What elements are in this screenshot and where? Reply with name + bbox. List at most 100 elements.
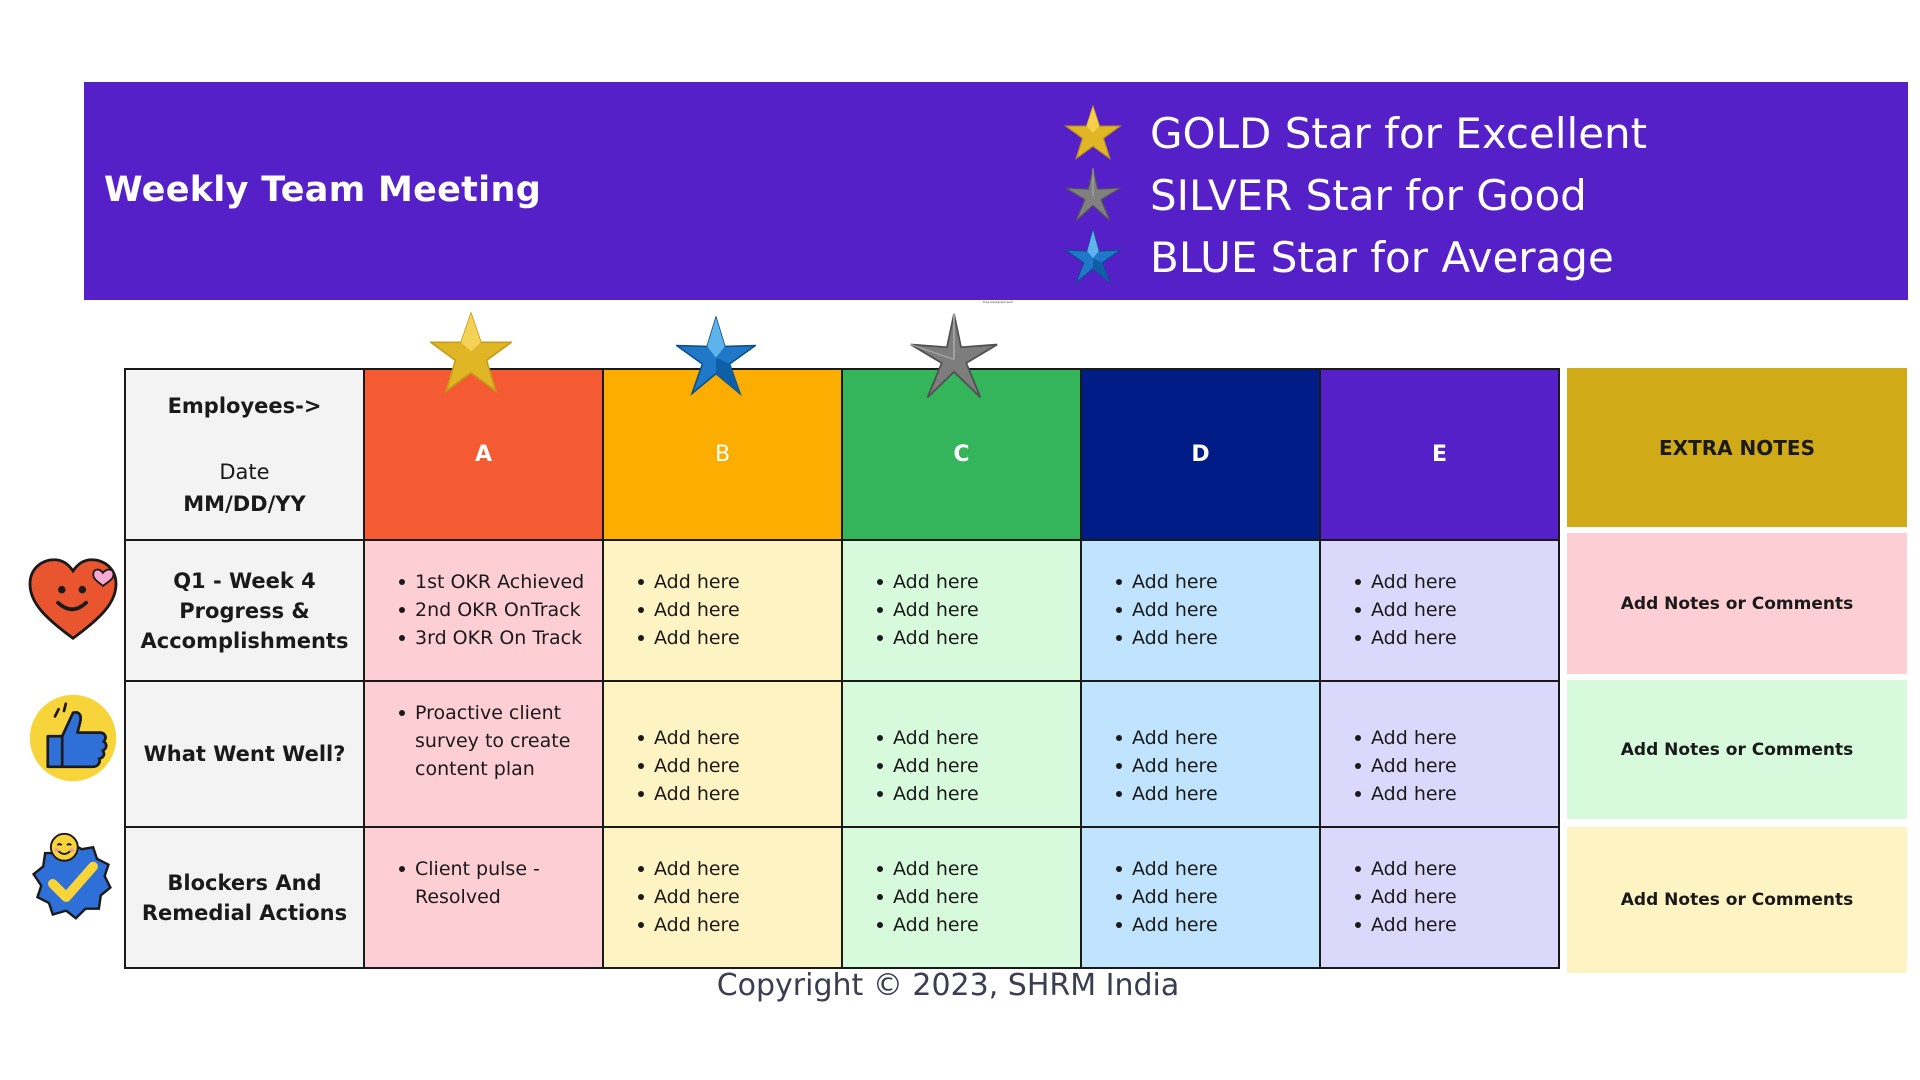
extra-notes-cell[interactable]: Add Notes or Comments <box>1567 533 1907 674</box>
extra-notes-cell[interactable]: Add Notes or Comments <box>1567 680 1907 819</box>
table-cell: Add here Add here Add here <box>1321 541 1560 682</box>
list-item: Add here <box>1355 883 1550 911</box>
list-item: Add here <box>1355 911 1550 939</box>
list-item: Add here <box>638 596 833 624</box>
bullet-list: Proactive client survey to create conten… <box>399 699 594 783</box>
bullet-list: Add here Add here Add here <box>1355 724 1550 808</box>
bullet-list: Add here Add here Add here <box>638 568 833 652</box>
list-item: Add here <box>1355 724 1550 752</box>
tiny-caption: Free paragraph text <box>983 300 1013 304</box>
table-corner-cell: Employees-> Date MM/DD/YY <box>126 370 365 541</box>
list-item: 2nd OKR OnTrack <box>399 596 594 624</box>
thumbs-up-icon <box>29 694 117 782</box>
table-cell: Add here Add here Add here <box>1082 828 1321 969</box>
list-item: Add here <box>1116 624 1311 652</box>
copyright-footer: Copyright © 2023, SHRM India <box>716 968 1180 1003</box>
table-cell: Add here Add here Add here <box>843 828 1082 969</box>
bullet-list: Add here Add here Add here <box>638 724 833 808</box>
list-item: Add here <box>1116 724 1311 752</box>
list-item: Add here <box>1116 596 1311 624</box>
list-item: Add here <box>877 596 1072 624</box>
legend-row-gold: GOLD Star for Excellent <box>1064 102 1647 164</box>
legend-row-blue: BLUE Star for Average <box>1064 226 1647 288</box>
list-item: Add here <box>638 883 833 911</box>
list-item: Add here <box>638 752 833 780</box>
date-label: Date <box>219 460 270 484</box>
row-label-went-well: What Went Well? <box>126 682 365 828</box>
list-item: Add here <box>877 855 1072 883</box>
bullet-list: Add here Add here Add here <box>638 855 833 939</box>
list-item: Add here <box>638 568 833 596</box>
list-item: Add here <box>877 752 1072 780</box>
column-name: B <box>714 442 731 467</box>
table-cell: Client pulse - Resolved <box>365 828 604 969</box>
list-item: Add here <box>1116 883 1311 911</box>
bullet-list: Add here Add here Add here <box>1116 724 1311 808</box>
list-item: Add here <box>877 624 1072 652</box>
table-cell: 1st OKR Achieved 2nd OKR OnTrack 3rd OKR… <box>365 541 604 682</box>
list-item: Add here <box>638 855 833 883</box>
list-item: Add here <box>877 724 1072 752</box>
extra-notes-title: EXTRA NOTES <box>1658 435 1815 460</box>
header-banner: Weekly Team Meeting GOLD Star for Excell… <box>84 82 1908 300</box>
list-item: Client pulse - Resolved <box>399 855 594 911</box>
list-item: Add here <box>1355 624 1550 652</box>
check-badge-icon <box>31 832 112 920</box>
list-item: Add here <box>1116 752 1311 780</box>
column-name: E <box>1431 442 1448 467</box>
extra-notes-header: EXTRA NOTES <box>1567 368 1907 527</box>
table-cell: Add here Add here Add here <box>1082 541 1321 682</box>
gold-star-icon <box>1064 104 1122 161</box>
column-name: D <box>1191 442 1210 467</box>
legend-label-gold: GOLD Star for Excellent <box>1150 108 1648 158</box>
table-cell: Add here Add here Add here <box>604 541 843 682</box>
employees-label: Employees-> <box>167 394 322 418</box>
notes-placeholder: Add Notes or Comments <box>1620 890 1854 910</box>
bullet-list: Add here Add here Add here <box>877 568 1072 652</box>
star-legend: GOLD Star for Excellent SILVER Star for … <box>1064 102 1647 288</box>
row-label-blockers: Blockers And Remedial Actions <box>126 828 365 969</box>
legend-label-blue: BLUE Star for Average <box>1150 232 1614 282</box>
list-item: Add here <box>638 724 833 752</box>
bullet-list: Add here Add here Add here <box>877 724 1072 808</box>
table-cell: Add here Add here Add here <box>1321 682 1560 828</box>
blue-star-icon <box>1064 228 1122 285</box>
list-item: Add here <box>877 780 1072 808</box>
list-item: Add here <box>1355 752 1550 780</box>
bullet-list: Add here Add here Add here <box>1116 855 1311 939</box>
employee-status-table: Employees-> Date MM/DD/YY A B C D E Q1 -… <box>124 368 1560 969</box>
page-title: Weekly Team Meeting <box>104 170 542 210</box>
heart-smile-icon <box>28 558 118 640</box>
date-format: MM/DD/YY <box>183 492 306 516</box>
bullet-list: Client pulse - Resolved <box>399 855 594 911</box>
column-header-d: D <box>1082 370 1321 541</box>
silver-star-icon <box>910 313 998 398</box>
notes-placeholder: Add Notes or Comments <box>1620 739 1854 760</box>
list-item: Add here <box>638 780 833 808</box>
notes-placeholder: Add Notes or Comments <box>1620 593 1854 614</box>
list-item: Add here <box>877 883 1072 911</box>
silver-star-icon <box>1065 168 1121 221</box>
legend-label-silver: SILVER Star for Good <box>1150 170 1587 220</box>
row-label-progress: Q1 - Week 4 Progress & Accomplishments <box>126 541 365 682</box>
extra-notes-cell[interactable]: Add Notes or Comments <box>1567 827 1907 973</box>
column-header-b: B <box>604 370 843 541</box>
column-name: C <box>953 442 970 467</box>
list-item: Add here <box>1116 780 1311 808</box>
legend-row-silver: SILVER Star for Good <box>1064 164 1647 226</box>
list-item: Add here <box>1355 568 1550 596</box>
bullet-list: Add here Add here Add here <box>1355 855 1550 939</box>
list-item: Add here <box>1116 911 1311 939</box>
bullet-list: 1st OKR Achieved 2nd OKR OnTrack 3rd OKR… <box>399 568 594 652</box>
list-item: Add here <box>1355 596 1550 624</box>
table-cell: Add here Add here Add here <box>1321 828 1560 969</box>
list-item: Add here <box>1116 568 1311 596</box>
column-header-c: C <box>843 370 1082 541</box>
list-item: Proactive client survey to create conten… <box>399 699 594 783</box>
bullet-list: Add here Add here Add here <box>1355 568 1550 652</box>
gold-star-icon <box>430 312 512 393</box>
list-item: 3rd OKR On Track <box>399 624 594 652</box>
blue-star-icon <box>676 316 756 396</box>
column-header-e: E <box>1321 370 1560 541</box>
table-cell: Add here Add here Add here <box>604 682 843 828</box>
